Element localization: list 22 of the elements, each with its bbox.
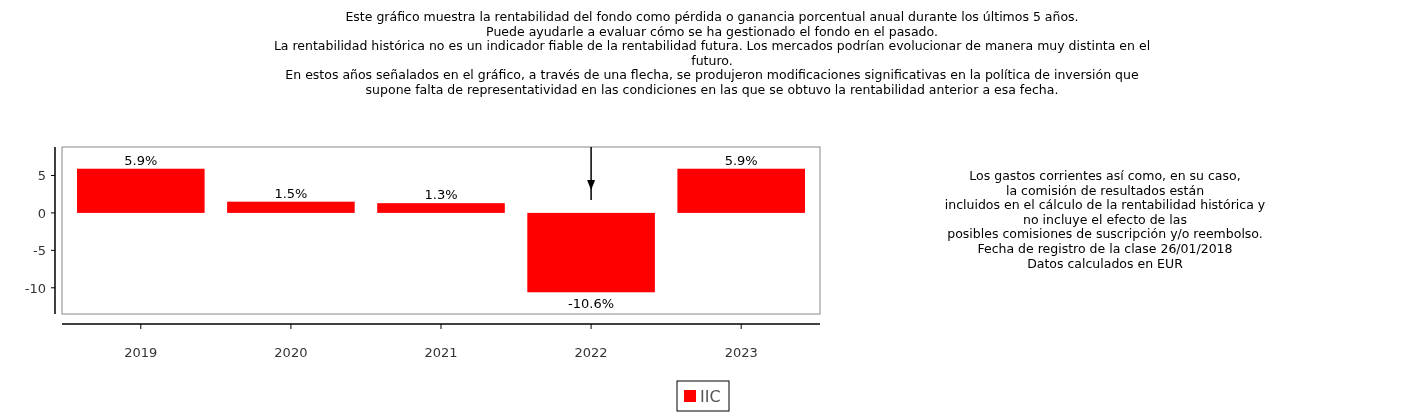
legend-label: IIC xyxy=(700,387,721,406)
x-tick-label: 2019 xyxy=(124,345,158,360)
text: Los gastos corrientes así como, en su caso, la comisión de resultados están incluidos en el cálculo de la rentabilidad histórica y no incluye el efecto de las posibles comisiones de suscripción y/o reembolso. Fecha de registro de la clase 26/01/2018 Datos calculados en EUR xyxy=(944,168,1266,271)
y-tick-label: -5 xyxy=(33,243,46,259)
text: -10.6% xyxy=(568,296,615,312)
x-tick-label: 2022 xyxy=(574,345,608,360)
bar xyxy=(527,212,655,293)
y-tick-label: -10 xyxy=(24,280,46,296)
y-tick-label: 5 xyxy=(37,168,46,184)
bar xyxy=(77,168,205,213)
chart-title: Este gráfico muestra la rentabilidad del fondo como pérdida o ganancia porcentual anual durante los últimos 5 años. Puede ayudarle a evaluar cómo se ha gestionado el fondo en el pasado. La rentabilidad histórica no es un indicador fiable de la rentabilidad futura. Los mercados podrían evolucionar de manera muy distinta en el futuro. En estos años señalados en el gráfico, a través de una flecha, se produjeron modificaciones significativas en la política de inversión que supone falta de representatividad en las condiciones en las que se obtuvo la rentabilidad anterior a esa fecha. xyxy=(273,9,1151,97)
text: 5.9% xyxy=(124,152,158,168)
x-tick-label: 2023 xyxy=(724,345,758,360)
text: 1.3% xyxy=(424,187,458,203)
text: 5.9% xyxy=(724,152,758,168)
text: 1.5% xyxy=(274,185,308,201)
x-tick-label: 2020 xyxy=(274,345,308,360)
x-tick-label: 2021 xyxy=(424,345,458,360)
bar xyxy=(377,203,505,213)
bar xyxy=(677,168,805,213)
y-tick-label: 0 xyxy=(37,205,46,221)
bar xyxy=(227,201,355,213)
